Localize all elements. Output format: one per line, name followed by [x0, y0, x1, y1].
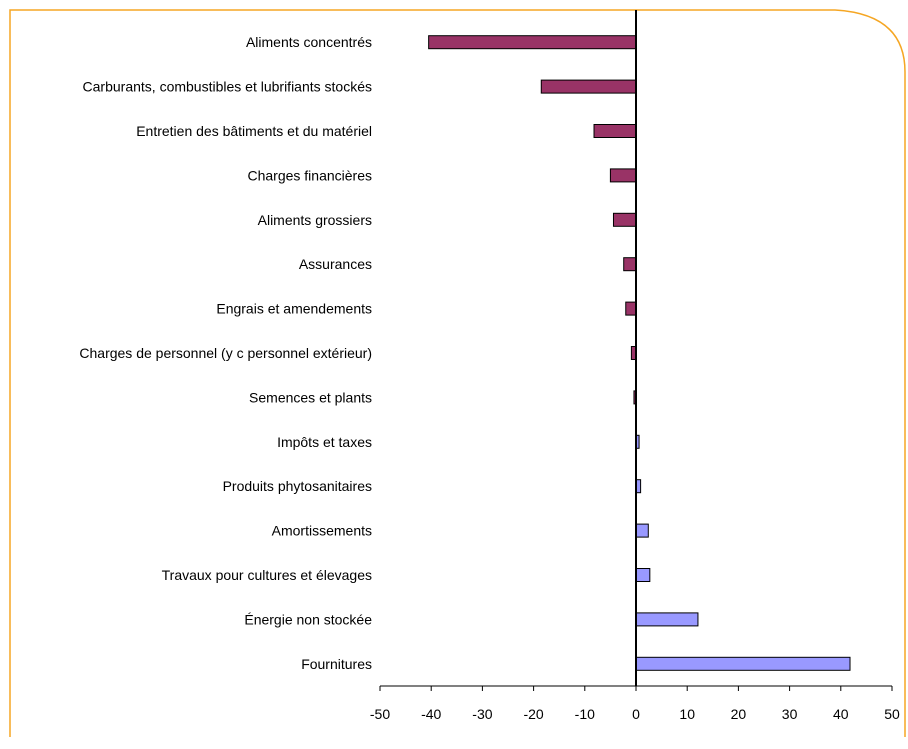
x-tick-label: 30: [782, 706, 798, 722]
category-label: Engrais et amendements: [216, 301, 372, 317]
x-tick-label: 50: [884, 706, 900, 722]
x-tick-label: 10: [679, 706, 695, 722]
x-tick-label: 0: [632, 706, 640, 722]
bar-3: [609, 168, 637, 183]
bar-14: [635, 656, 851, 671]
category-label: Fournitures: [301, 656, 372, 672]
bar-2: [593, 124, 637, 138]
x-tick-label: -50: [370, 706, 390, 722]
bar-11: [635, 523, 649, 538]
category-label: Produits phytosanitaires: [223, 478, 372, 494]
category-label: Énergie non stockée: [244, 611, 372, 627]
bars-layer: [428, 35, 851, 671]
x-tick-label: 20: [731, 706, 747, 722]
x-tick-label: -20: [523, 706, 543, 722]
bar-13: [635, 612, 699, 627]
axis-layer: -50 -40 -30 -20 -10 0 10 20 30 40 50: [370, 10, 900, 722]
bar-6: [625, 301, 637, 316]
category-label: Semences et plants: [249, 389, 372, 405]
bar-4: [612, 212, 637, 227]
bar-1: [540, 79, 637, 94]
category-label: Entretien des bâtiments et du matériel: [136, 123, 372, 139]
chart-frame: [9, 9, 906, 737]
x-tick-label: -30: [472, 706, 492, 722]
category-label: Amortissements: [272, 523, 372, 539]
bar-5: [623, 257, 637, 272]
category-label: Carburants, combustibles et lubrifiants …: [83, 79, 372, 95]
category-label: Travaux pour cultures et élevages: [162, 567, 372, 583]
category-label: Impôts et taxes: [277, 434, 372, 450]
x-tick-label: -10: [575, 706, 595, 722]
category-label: Charges financières: [247, 167, 372, 183]
category-label: Aliments concentrés: [246, 34, 372, 50]
bar-0: [428, 35, 637, 50]
x-tick-label: 40: [833, 706, 849, 722]
category-label: Assurances: [299, 256, 372, 272]
bar-12: [635, 568, 651, 582]
category-label: Charges de personnel (y c personnel exté…: [79, 345, 372, 361]
category-label: Aliments grossiers: [258, 212, 372, 228]
x-tick-label: -40: [421, 706, 441, 722]
category-labels: Aliments concentrés Carburants, combustib…: [79, 34, 372, 672]
